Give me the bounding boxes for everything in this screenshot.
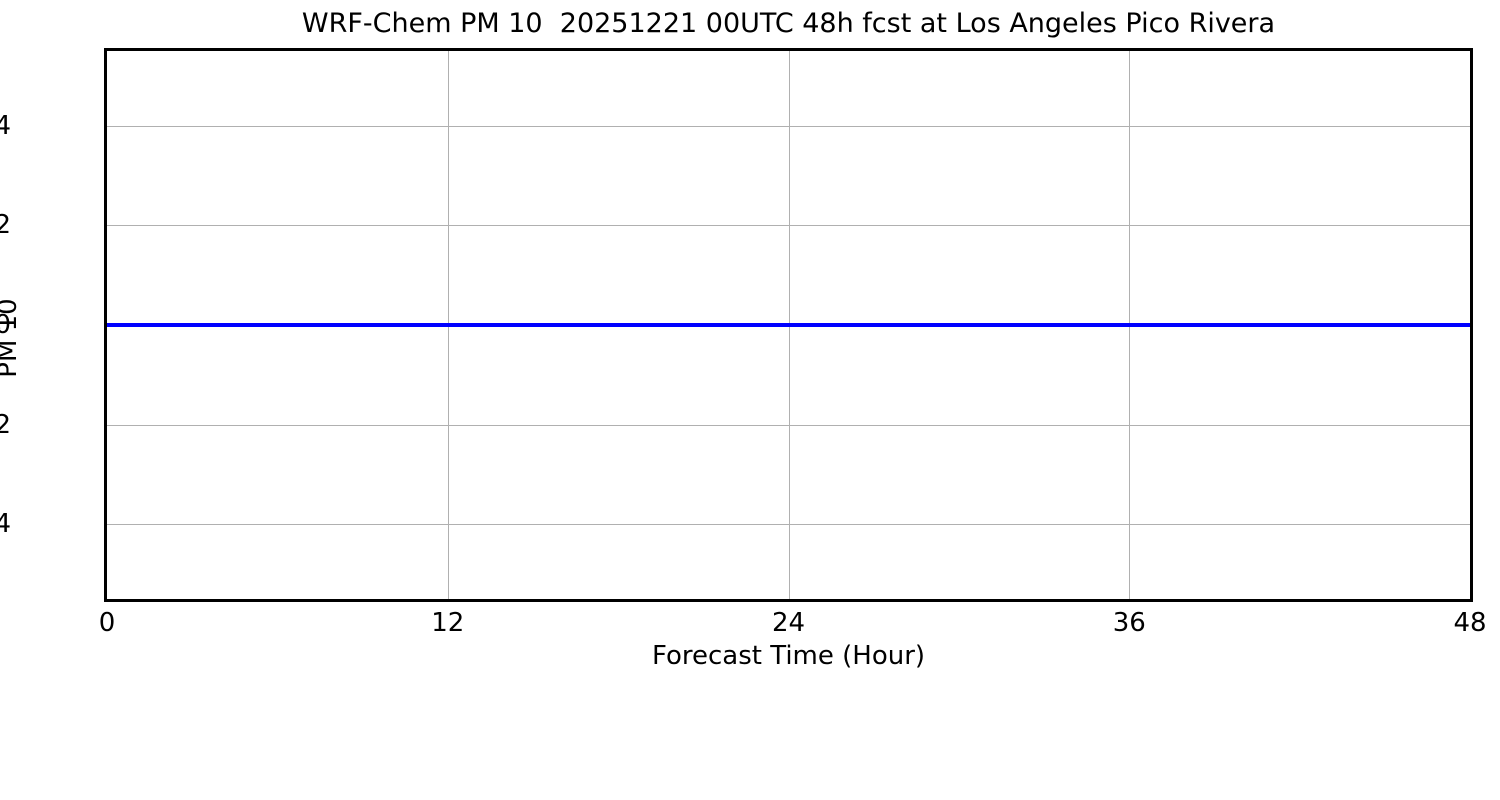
- y-axis-label: PM 10: [0, 298, 23, 378]
- plot-axes: [104, 48, 1473, 602]
- x-tick-label: 12: [431, 608, 465, 638]
- x-tick-label: 24: [771, 608, 806, 638]
- chart-title: WRF-Chem PM 10 20251221 00UTC 48h fcst a…: [301, 8, 1276, 39]
- y-tick-label: 0.00: [0, 310, 11, 340]
- series-line-pm10: [107, 323, 1470, 327]
- x-tick-label: 48: [1453, 608, 1487, 638]
- y-tick-label: −0.04: [0, 509, 11, 540]
- x-tick-label: 0: [98, 608, 116, 638]
- x-tick-label: 36: [1112, 608, 1146, 638]
- plot-area: [107, 51, 1470, 599]
- x-axis-label: Forecast Time (Hour): [651, 641, 926, 671]
- y-tick-label: 0.04: [0, 110, 11, 141]
- y-tick-label: −0.02: [0, 409, 11, 440]
- y-tick-label: 0.02: [0, 210, 11, 241]
